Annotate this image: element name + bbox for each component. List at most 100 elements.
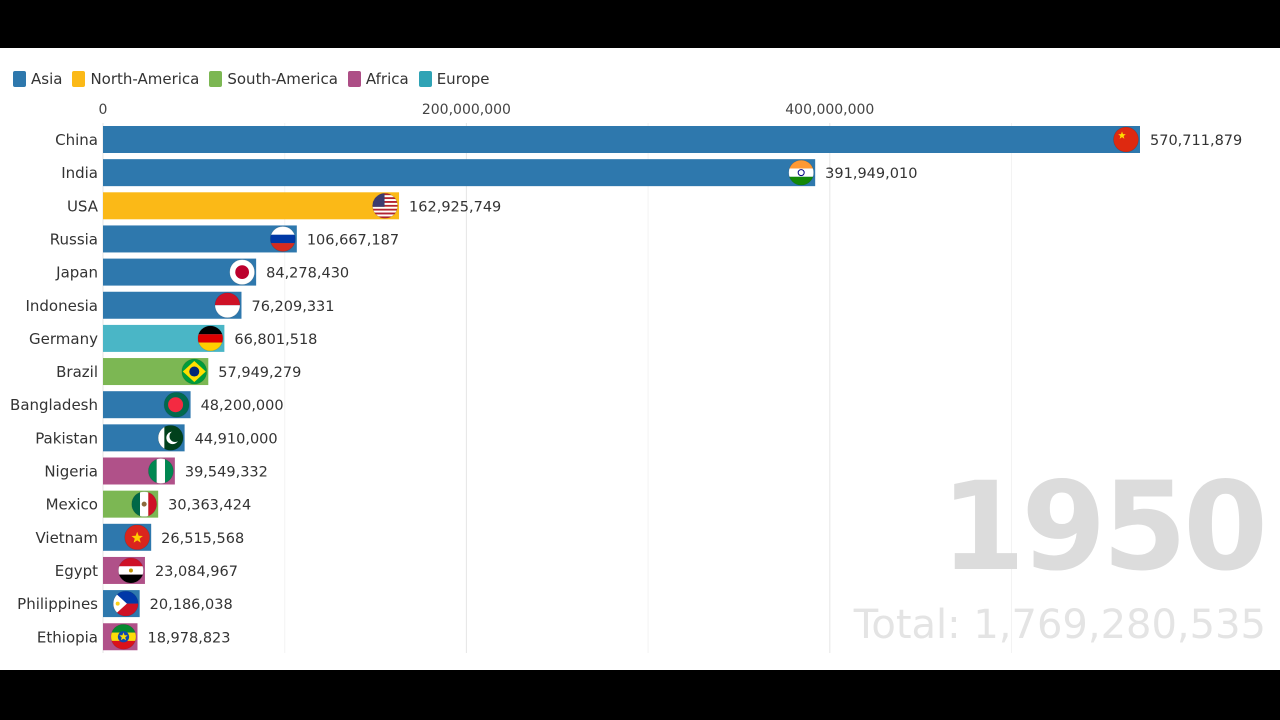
x-tick-label: 200,000,000 <box>422 102 511 118</box>
category-label: Philippines <box>17 595 98 613</box>
value-label: 18,978,823 <box>147 630 230 646</box>
category-label: Russia <box>50 230 98 248</box>
vietnam-flag-icon <box>124 524 150 550</box>
value-label: 48,200,000 <box>201 398 284 414</box>
value-label: 57,949,279 <box>218 365 301 381</box>
legend-swatch <box>418 71 432 87</box>
category-label: China <box>55 131 98 149</box>
category-label: Japan <box>55 264 98 282</box>
brazil-flag-icon <box>181 359 207 385</box>
bar-russia <box>103 225 297 253</box>
flag-outline <box>788 159 815 186</box>
bar-group-brazil: Brazil 57,949,279 <box>56 358 301 386</box>
flag-outline <box>112 590 139 617</box>
category-label: Germany <box>29 330 98 348</box>
category-label: Nigeria <box>44 463 98 481</box>
flag-outline <box>197 325 224 352</box>
japan-flag-icon <box>229 259 255 285</box>
bar-group-ethiopia: Ethiopia 18,978,823 <box>37 623 231 651</box>
ethiopia-flag-icon <box>110 624 136 650</box>
bar-group-russia: Russia 106,667,187 <box>50 225 399 253</box>
legend-item-asia: Asia <box>13 70 62 88</box>
category-label: India <box>61 164 98 182</box>
bar-chart: 0 200,000,000 400,000,000 China 570,711,879 I… <box>10 102 1242 653</box>
bar-group-philippines: Philippines 20,186,038 <box>17 590 233 618</box>
legend-label: South-America <box>227 70 338 88</box>
category-label: Mexico <box>46 496 98 514</box>
value-label: 26,515,568 <box>161 531 244 547</box>
legend-item-south-america: South-America <box>209 70 338 88</box>
category-label: Bangladesh <box>10 396 98 414</box>
flag-outline <box>181 358 208 385</box>
legend-swatch <box>13 71 26 87</box>
value-label: 23,084,967 <box>155 564 238 580</box>
bar-group-usa: USA 162,925,749 <box>67 192 501 220</box>
value-label: 30,363,424 <box>168 498 251 514</box>
value-label: 84,278,430 <box>266 266 349 282</box>
year-label: 1950 <box>940 456 1268 598</box>
bar-group-china: China 570,711,879 <box>55 126 1242 153</box>
value-label: 391,949,010 <box>825 166 917 182</box>
china-flag-icon <box>1113 127 1139 152</box>
bar-group-bangladesh: Bangladesh 48,200,000 <box>10 391 284 419</box>
flag-outline <box>372 192 398 219</box>
bar-group-nigeria: Nigeria 39,549,332 <box>44 457 268 485</box>
flag-outline <box>131 491 158 518</box>
flag-outline <box>124 524 151 551</box>
bar-group-germany: Germany 66,801,518 <box>29 324 317 352</box>
legend-label: North-America <box>90 70 200 88</box>
bar-group-indonesia: Indonesia 76,209,331 <box>25 291 335 319</box>
flag-outline <box>163 391 190 418</box>
category-label: Indonesia <box>25 297 98 315</box>
russia-flag-icon <box>270 226 296 252</box>
legend: Asia North-America South-America Africa Euro… <box>13 69 499 89</box>
bar-group-egypt: Egypt 23,084,967 <box>55 556 238 584</box>
legend-item-north-america: North-America <box>72 70 199 88</box>
legend-swatch <box>72 71 86 87</box>
value-label: 20,186,038 <box>150 597 233 613</box>
flag-outline <box>1113 126 1139 153</box>
flag-outline <box>229 259 256 286</box>
chart-stage: Asia North-America South-America Africa Euro… <box>0 48 1280 670</box>
indonesia-flag-icon <box>214 292 240 318</box>
bar-group-india: India 391,949,010 <box>61 159 917 187</box>
india-flag-icon <box>788 160 814 186</box>
value-label: 76,209,331 <box>251 299 334 315</box>
legend-label: Europe <box>436 70 490 88</box>
bar-group-mexico: Mexico 30,363,424 <box>46 490 251 518</box>
bar-group-vietnam: Vietnam 26,515,568 <box>35 523 244 551</box>
bar-usa <box>103 192 400 220</box>
value-label: 106,667,187 <box>307 232 399 248</box>
philippines-flag-icon <box>113 591 139 617</box>
value-label: 162,925,749 <box>409 199 501 215</box>
total-label: Total: 1,769,280,535 <box>853 602 1266 648</box>
value-label: 66,801,518 <box>234 332 317 348</box>
bar-group-pakistan: Pakistan 44,910,000 <box>35 424 278 452</box>
bar-group-japan: Japan 84,278,430 <box>55 258 349 286</box>
legend-item-europe: Europe <box>418 70 490 88</box>
value-label: 44,910,000 <box>195 431 278 447</box>
legend-swatch <box>209 71 223 87</box>
category-label: Brazil <box>56 363 98 381</box>
usa-flag-icon <box>372 193 398 219</box>
pakistan-flag-icon <box>158 425 184 451</box>
legend-label: Africa <box>365 70 409 88</box>
category-label: Egypt <box>55 562 98 580</box>
category-label: Ethiopia <box>37 628 98 646</box>
flag-outline <box>118 557 144 584</box>
x-tick-label: 0 <box>99 102 108 118</box>
flag-outline <box>269 226 296 252</box>
mexico-flag-icon <box>131 491 157 517</box>
category-label: USA <box>67 197 99 215</box>
flag-outline <box>157 424 184 451</box>
flag-outline <box>110 623 137 650</box>
x-tick-label: 400,000,000 <box>785 102 874 118</box>
nigeria-flag-icon <box>148 458 174 484</box>
bangladesh-flag-icon <box>164 392 190 418</box>
flag-outline <box>147 458 174 484</box>
category-label: Vietnam <box>35 529 98 547</box>
germany-flag-icon <box>197 325 223 351</box>
legend-swatch <box>347 71 361 87</box>
category-label: Pakistan <box>35 429 98 447</box>
flag-outline <box>214 292 241 319</box>
